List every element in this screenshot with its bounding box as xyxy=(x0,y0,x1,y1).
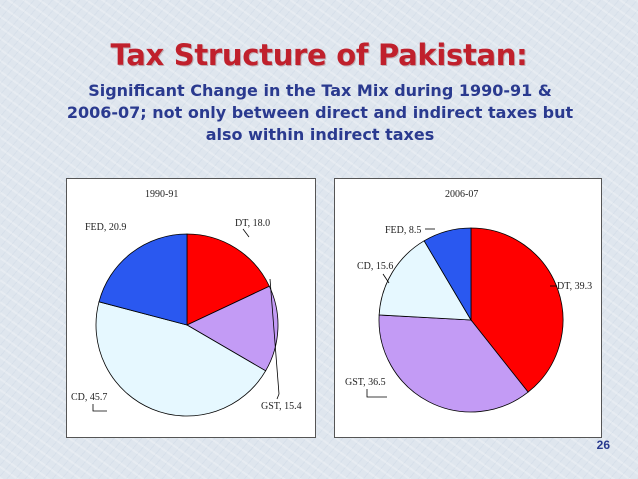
pie-slice-gst xyxy=(378,314,529,413)
leader-line-cd xyxy=(92,404,107,412)
slice-label-cd: CD, 45.7 xyxy=(71,392,107,403)
leader-line-gst xyxy=(366,389,387,398)
pie-slice-dt xyxy=(186,233,270,326)
slice-label-gst: GST, 36.5 xyxy=(345,377,386,388)
leader-line-dt xyxy=(242,228,250,238)
pie-chart-1990-91: 1990-91 DT, 18.0 GST, 15.4 CD, 45.7 FED, 20… xyxy=(66,178,316,438)
pie-slice-cd xyxy=(95,301,267,417)
slice-label-fed: FED, 8.5 xyxy=(385,225,421,236)
pie-chart-2006-07: 2006-07 DT, 39.3 GST, 36.5 CD, 15.6 FED, 8.… xyxy=(334,178,602,438)
page-number: 26 xyxy=(596,438,610,452)
pie-chart-2006-07-svg: 2006-07 DT, 39.3 GST, 36.5 CD, 15.6 FED, 8.… xyxy=(345,189,592,413)
slice-label-gst: GST, 15.4 xyxy=(261,401,302,412)
slice-label-dt: DT, 39.3 xyxy=(557,281,592,292)
slice-label-fed: FED, 20.9 xyxy=(85,222,126,233)
chart-title: 1990-91 xyxy=(145,189,178,200)
leader-line-gst xyxy=(269,278,280,400)
slice-label-dt: DT, 18.0 xyxy=(235,218,270,229)
chart-title: 2006-07 xyxy=(445,189,478,200)
leader-line-cd xyxy=(382,273,390,284)
pie-slice-fed xyxy=(98,233,188,326)
pie-slice-cd xyxy=(378,240,472,321)
pie-slice-fed xyxy=(423,227,472,322)
slide-title: Tax Structure of Pakistan: xyxy=(110,38,528,72)
pie-chart-1990-91-svg: 1990-91 DT, 18.0 GST, 15.4 CD, 45.7 FED, 20… xyxy=(71,189,302,417)
slide-subtitle: Significant Change in the Tax Mix during… xyxy=(66,81,574,144)
pie-slice-dt xyxy=(470,227,564,393)
slice-label-cd: CD, 15.6 xyxy=(357,261,393,272)
